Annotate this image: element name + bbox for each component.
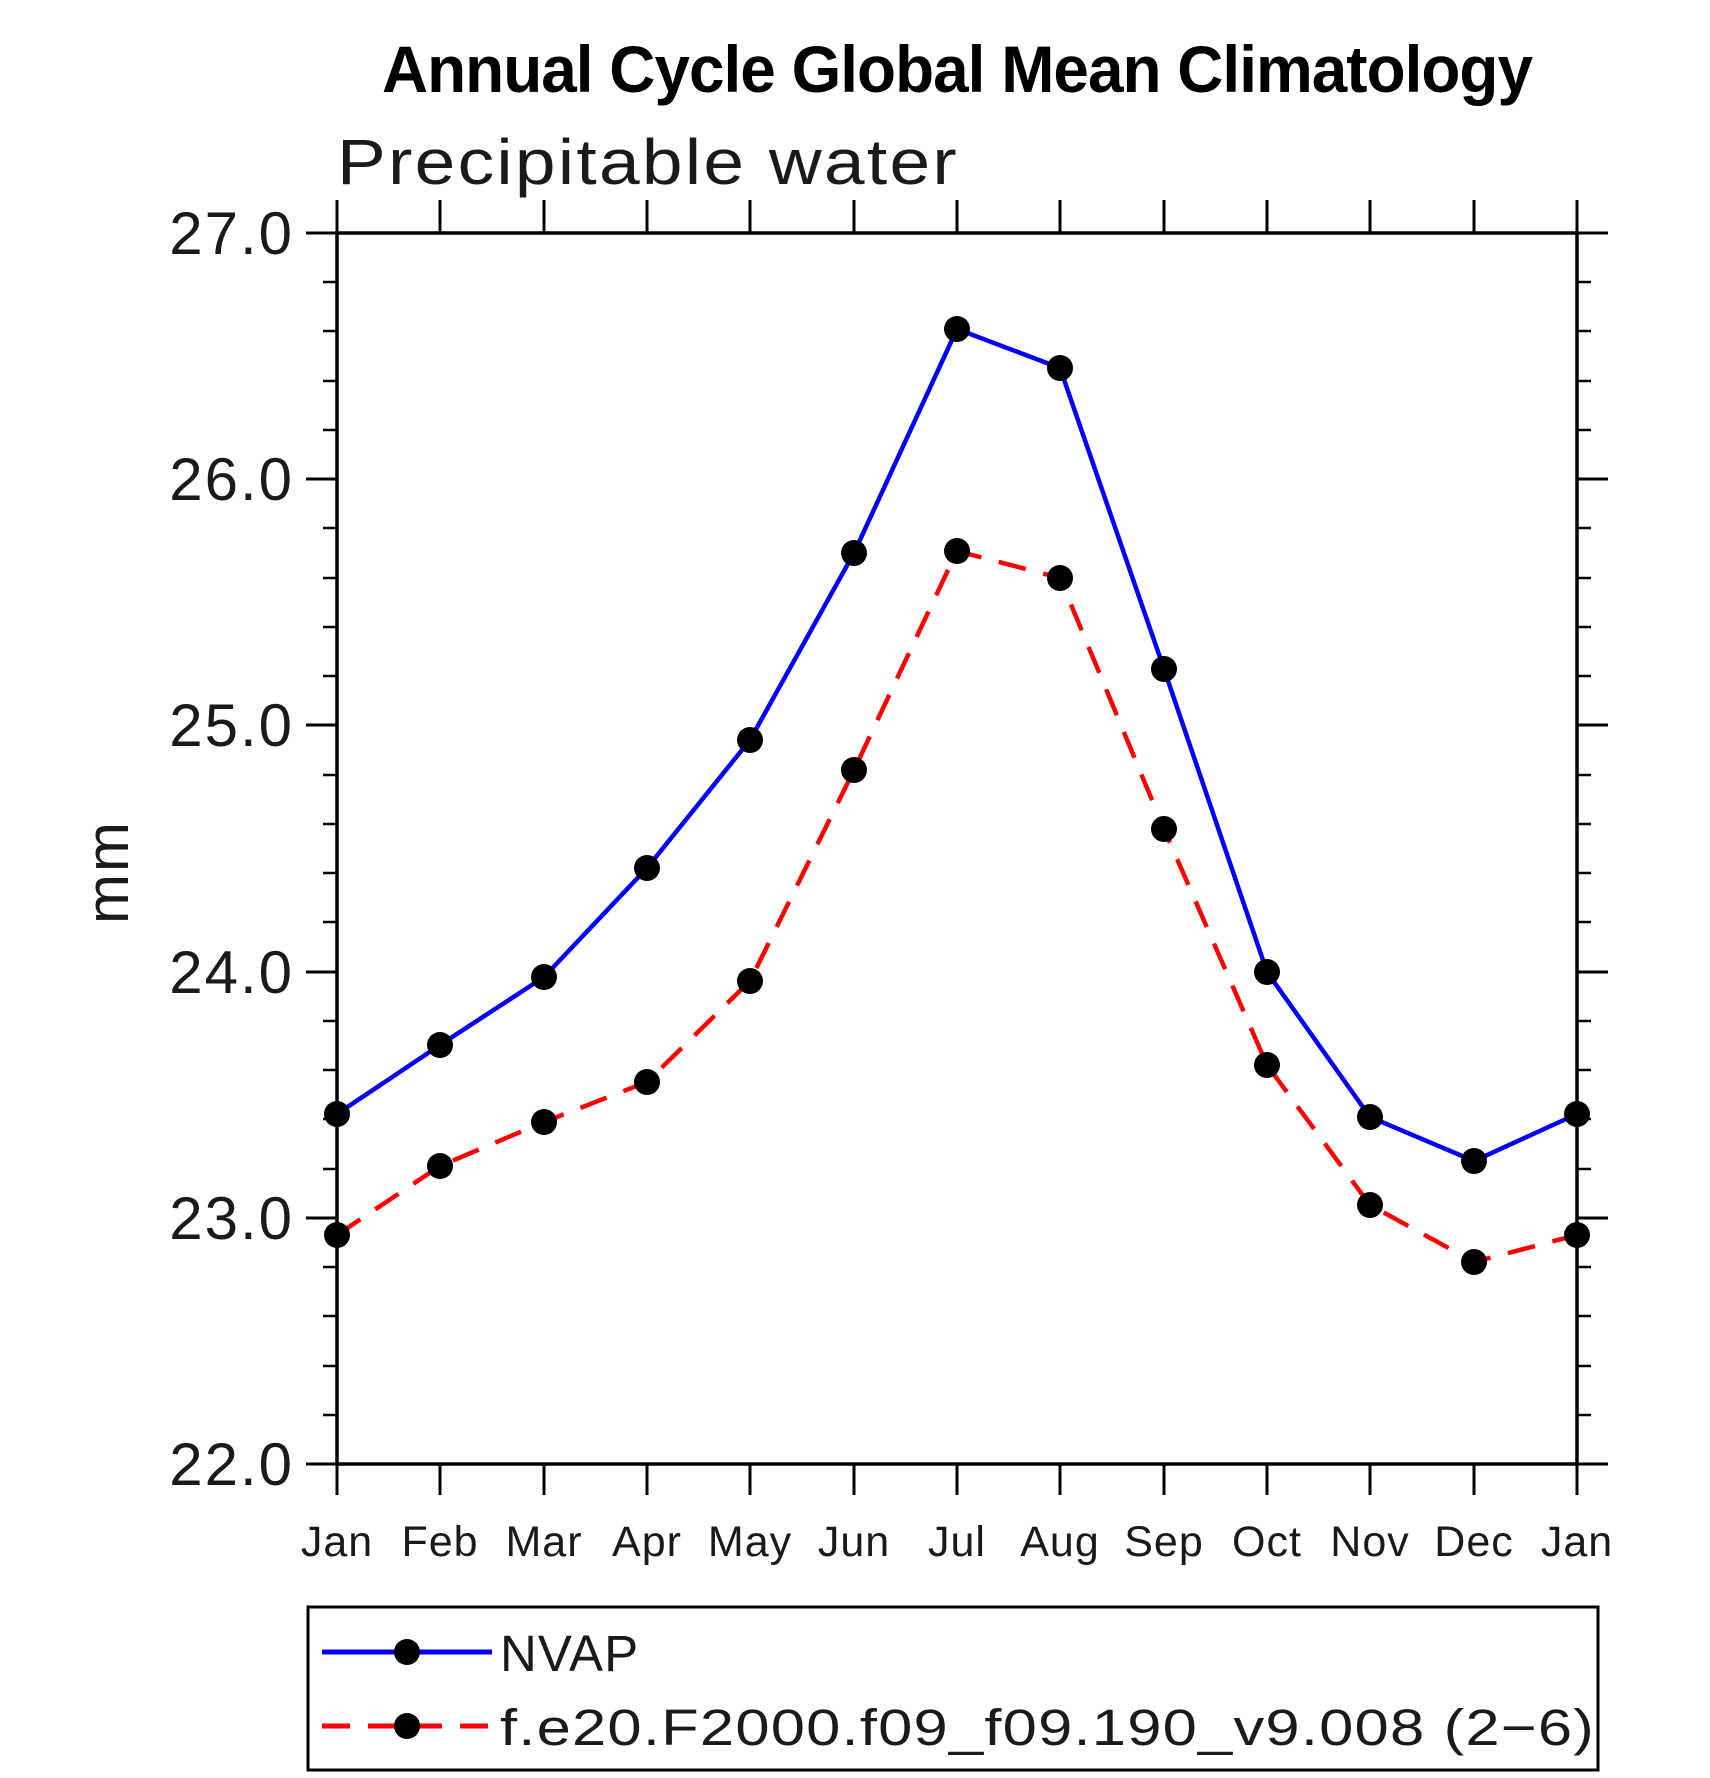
data-point-nvap-nov-10 bbox=[1357, 1104, 1383, 1130]
x-tick-label: Jul bbox=[928, 1518, 986, 1566]
x-tick-label: Sep bbox=[1124, 1518, 1204, 1566]
data-point-model-jun-5 bbox=[841, 757, 867, 783]
y-tick-label: 22.0 bbox=[169, 1431, 294, 1498]
data-point-model-jan-0 bbox=[324, 1222, 350, 1248]
data-point-nvap-jan-12 bbox=[1564, 1101, 1590, 1127]
x-tick-label: Aug bbox=[1020, 1518, 1100, 1566]
data-point-model-nov-10 bbox=[1357, 1192, 1383, 1218]
plot-area-border bbox=[335, 231, 1579, 1466]
data-point-model-jan-12 bbox=[1564, 1222, 1590, 1248]
x-tick-label: Nov bbox=[1330, 1518, 1409, 1566]
legend-marker-model-icon bbox=[394, 1713, 420, 1739]
data-point-nvap-jul-6 bbox=[944, 316, 970, 342]
x-tick-label: Oct bbox=[1232, 1518, 1302, 1566]
data-point-model-dec-11 bbox=[1461, 1249, 1487, 1275]
y-tick-label: 24.0 bbox=[169, 939, 294, 1006]
data-point-nvap-dec-11 bbox=[1461, 1148, 1487, 1174]
data-point-model-apr-3 bbox=[634, 1069, 660, 1095]
x-tick-label: Jan bbox=[301, 1518, 373, 1566]
data-point-model-feb-1 bbox=[427, 1153, 453, 1179]
data-point-nvap-jan-0 bbox=[324, 1101, 350, 1127]
legend-box bbox=[306, 1605, 1600, 1772]
data-point-nvap-aug-7 bbox=[1047, 355, 1073, 381]
x-tick-label: Mar bbox=[505, 1518, 582, 1566]
x-tick-label: Apr bbox=[612, 1518, 682, 1566]
data-point-nvap-sep-8 bbox=[1151, 656, 1177, 682]
y-tick-label: 25.0 bbox=[169, 692, 294, 759]
x-tick-label: May bbox=[708, 1518, 792, 1566]
legend-marker-nvap-icon bbox=[394, 1639, 420, 1665]
y-tick-label: 26.0 bbox=[169, 446, 294, 513]
x-tick-label: Dec bbox=[1434, 1518, 1513, 1566]
data-point-nvap-apr-3 bbox=[634, 855, 660, 881]
data-point-model-oct-9 bbox=[1254, 1052, 1280, 1078]
data-point-model-may-4 bbox=[737, 968, 763, 994]
x-tick-label: Feb bbox=[401, 1518, 478, 1566]
data-point-model-mar-2 bbox=[531, 1109, 557, 1135]
y-tick-label: 23.0 bbox=[169, 1185, 294, 1252]
data-point-model-aug-7 bbox=[1047, 565, 1073, 591]
chart-title: Annual Cycle Global Mean Climatology bbox=[382, 32, 1533, 106]
data-point-nvap-oct-9 bbox=[1254, 959, 1280, 985]
data-point-model-sep-8 bbox=[1151, 816, 1177, 842]
legend-label-nvap: NVAP bbox=[500, 1625, 639, 1682]
series-line-nvap bbox=[335, 326, 1578, 1164]
data-point-model-jul-6 bbox=[944, 538, 970, 564]
chart-subtitle: Precipitable water bbox=[337, 126, 959, 198]
series-line-model bbox=[335, 548, 1578, 1265]
data-point-nvap-feb-1 bbox=[427, 1032, 453, 1058]
data-point-nvap-jun-5 bbox=[841, 540, 867, 566]
data-point-nvap-may-4 bbox=[737, 727, 763, 753]
legend-label-model: f.e20.F2000.f09_f09.190_v9.008 (2−6) bbox=[500, 1699, 1595, 1756]
x-tick-label: Jan bbox=[1541, 1518, 1613, 1566]
x-tick-label: Jun bbox=[818, 1518, 890, 1566]
y-axis-title: mm bbox=[74, 820, 141, 924]
data-point-nvap-mar-2 bbox=[531, 964, 557, 990]
legend: NVAP f.e20.F2000.f09_f09.190_v9.008 (2−6… bbox=[306, 1605, 1600, 1772]
y-tick-label: 27.0 bbox=[169, 200, 294, 267]
plot-generated-content: Jan Feb Mar Apr May Jun Jul Aug Sep Oct Nov Dec Jan2… bbox=[169, 200, 1613, 1566]
